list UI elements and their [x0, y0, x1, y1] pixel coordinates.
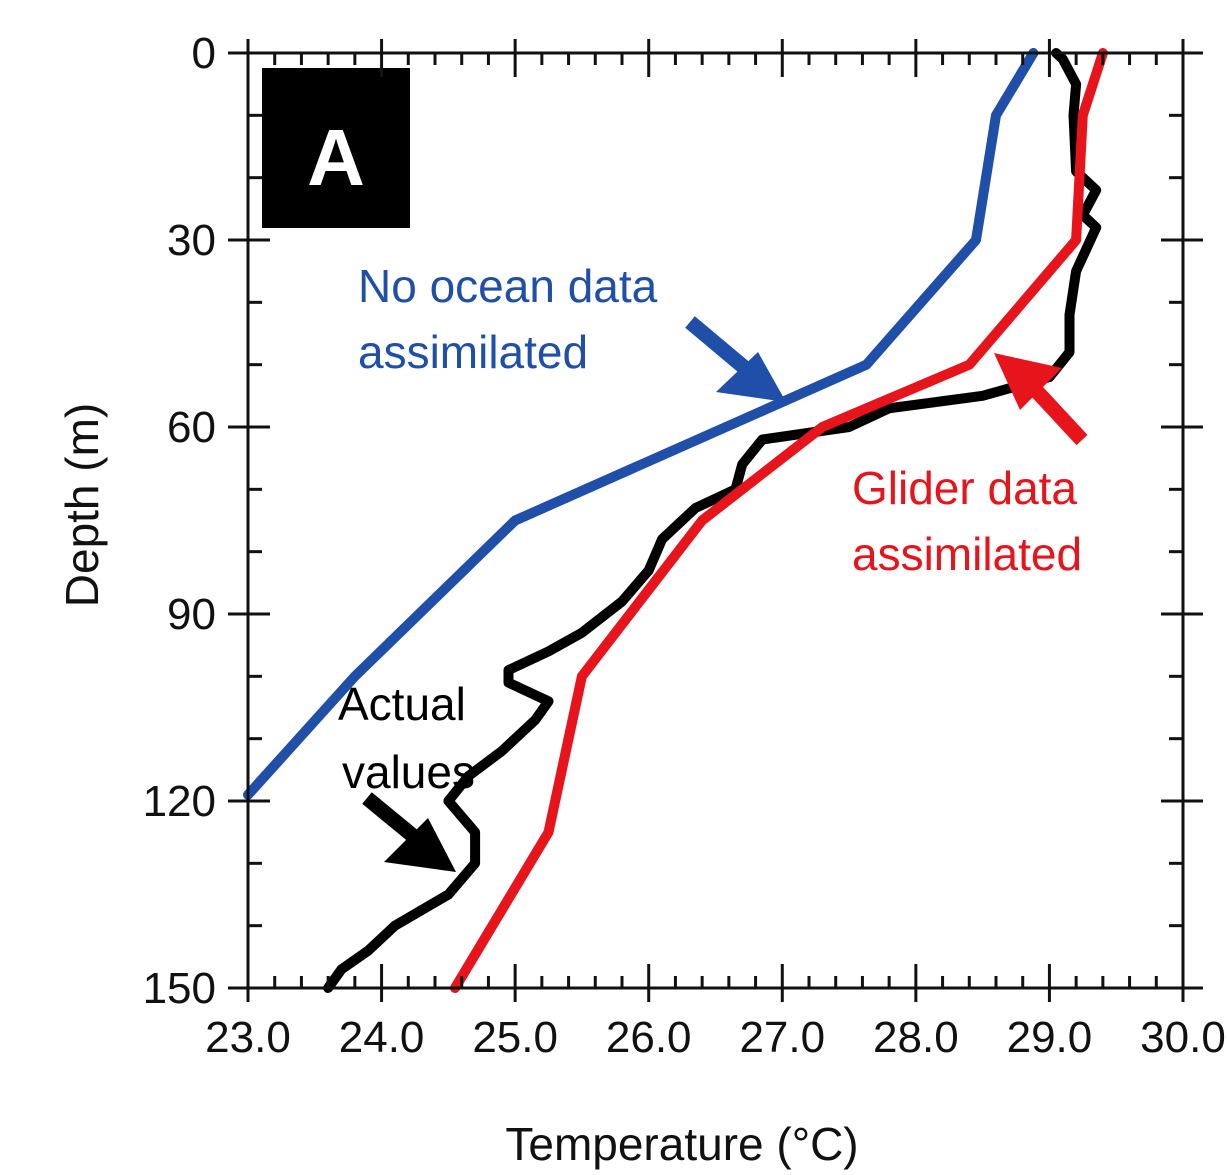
x-tick-label: 25.0 — [472, 1013, 558, 1062]
panel-label: A — [307, 113, 365, 202]
arrow-head-no-ocean — [716, 352, 786, 402]
x-tick-label: 27.0 — [739, 1013, 825, 1062]
y-tick-label: 60 — [167, 403, 216, 452]
arrow-shaft-glider — [1024, 378, 1088, 446]
y-axis-title: Depth (m) — [56, 403, 108, 607]
x-tick-label: 30.0 — [1140, 1013, 1226, 1062]
annotation-no-ocean-2: assimilated — [358, 326, 588, 378]
series-line-0 — [243, 48, 1039, 800]
plot-frame — [246, 51, 1185, 990]
annotation-actual-line1: Actual — [338, 678, 466, 730]
x-tick-label: 29.0 — [1007, 1013, 1093, 1062]
annotation-actual: Actual — [338, 678, 466, 730]
arrow-head-glider — [994, 353, 1062, 410]
x-tick-label: 24.0 — [339, 1013, 425, 1062]
annotation-glider-line1: Glider data — [852, 462, 1077, 514]
annotation-glider-2: assimilated — [852, 528, 1082, 580]
y-tick-label: 30 — [167, 216, 216, 265]
annotation-actual-2: values — [342, 746, 475, 798]
series-line-1 — [450, 48, 1108, 993]
x-axis-title: Temperature (°C) — [505, 1118, 858, 1170]
y-tick-label: 150 — [143, 964, 216, 1013]
x-tick-label: 26.0 — [606, 1013, 692, 1062]
arrow-shaft-no-ocean — [685, 316, 757, 380]
arrow-head-actual — [384, 818, 456, 872]
x-tick-label: 23.0 — [205, 1013, 291, 1062]
x-tick-label: 28.0 — [873, 1013, 959, 1062]
series-line-2 — [323, 48, 1102, 993]
y-tick-label: 0 — [192, 29, 216, 78]
panel-label-box — [262, 68, 410, 228]
y-tick-label: 120 — [143, 777, 216, 826]
annotation-no-ocean: No ocean data — [358, 260, 658, 312]
arrow-shaft-actual — [362, 792, 423, 846]
annotation-actual-line2: values — [342, 746, 475, 798]
y-tick-label: 90 — [167, 590, 216, 639]
annotation-no-ocean-line1: No ocean data — [358, 260, 658, 312]
annotation-glider-line2: assimilated — [852, 528, 1082, 580]
annotation-no-ocean-line2: assimilated — [358, 326, 588, 378]
annotation-glider: Glider data — [852, 462, 1077, 514]
